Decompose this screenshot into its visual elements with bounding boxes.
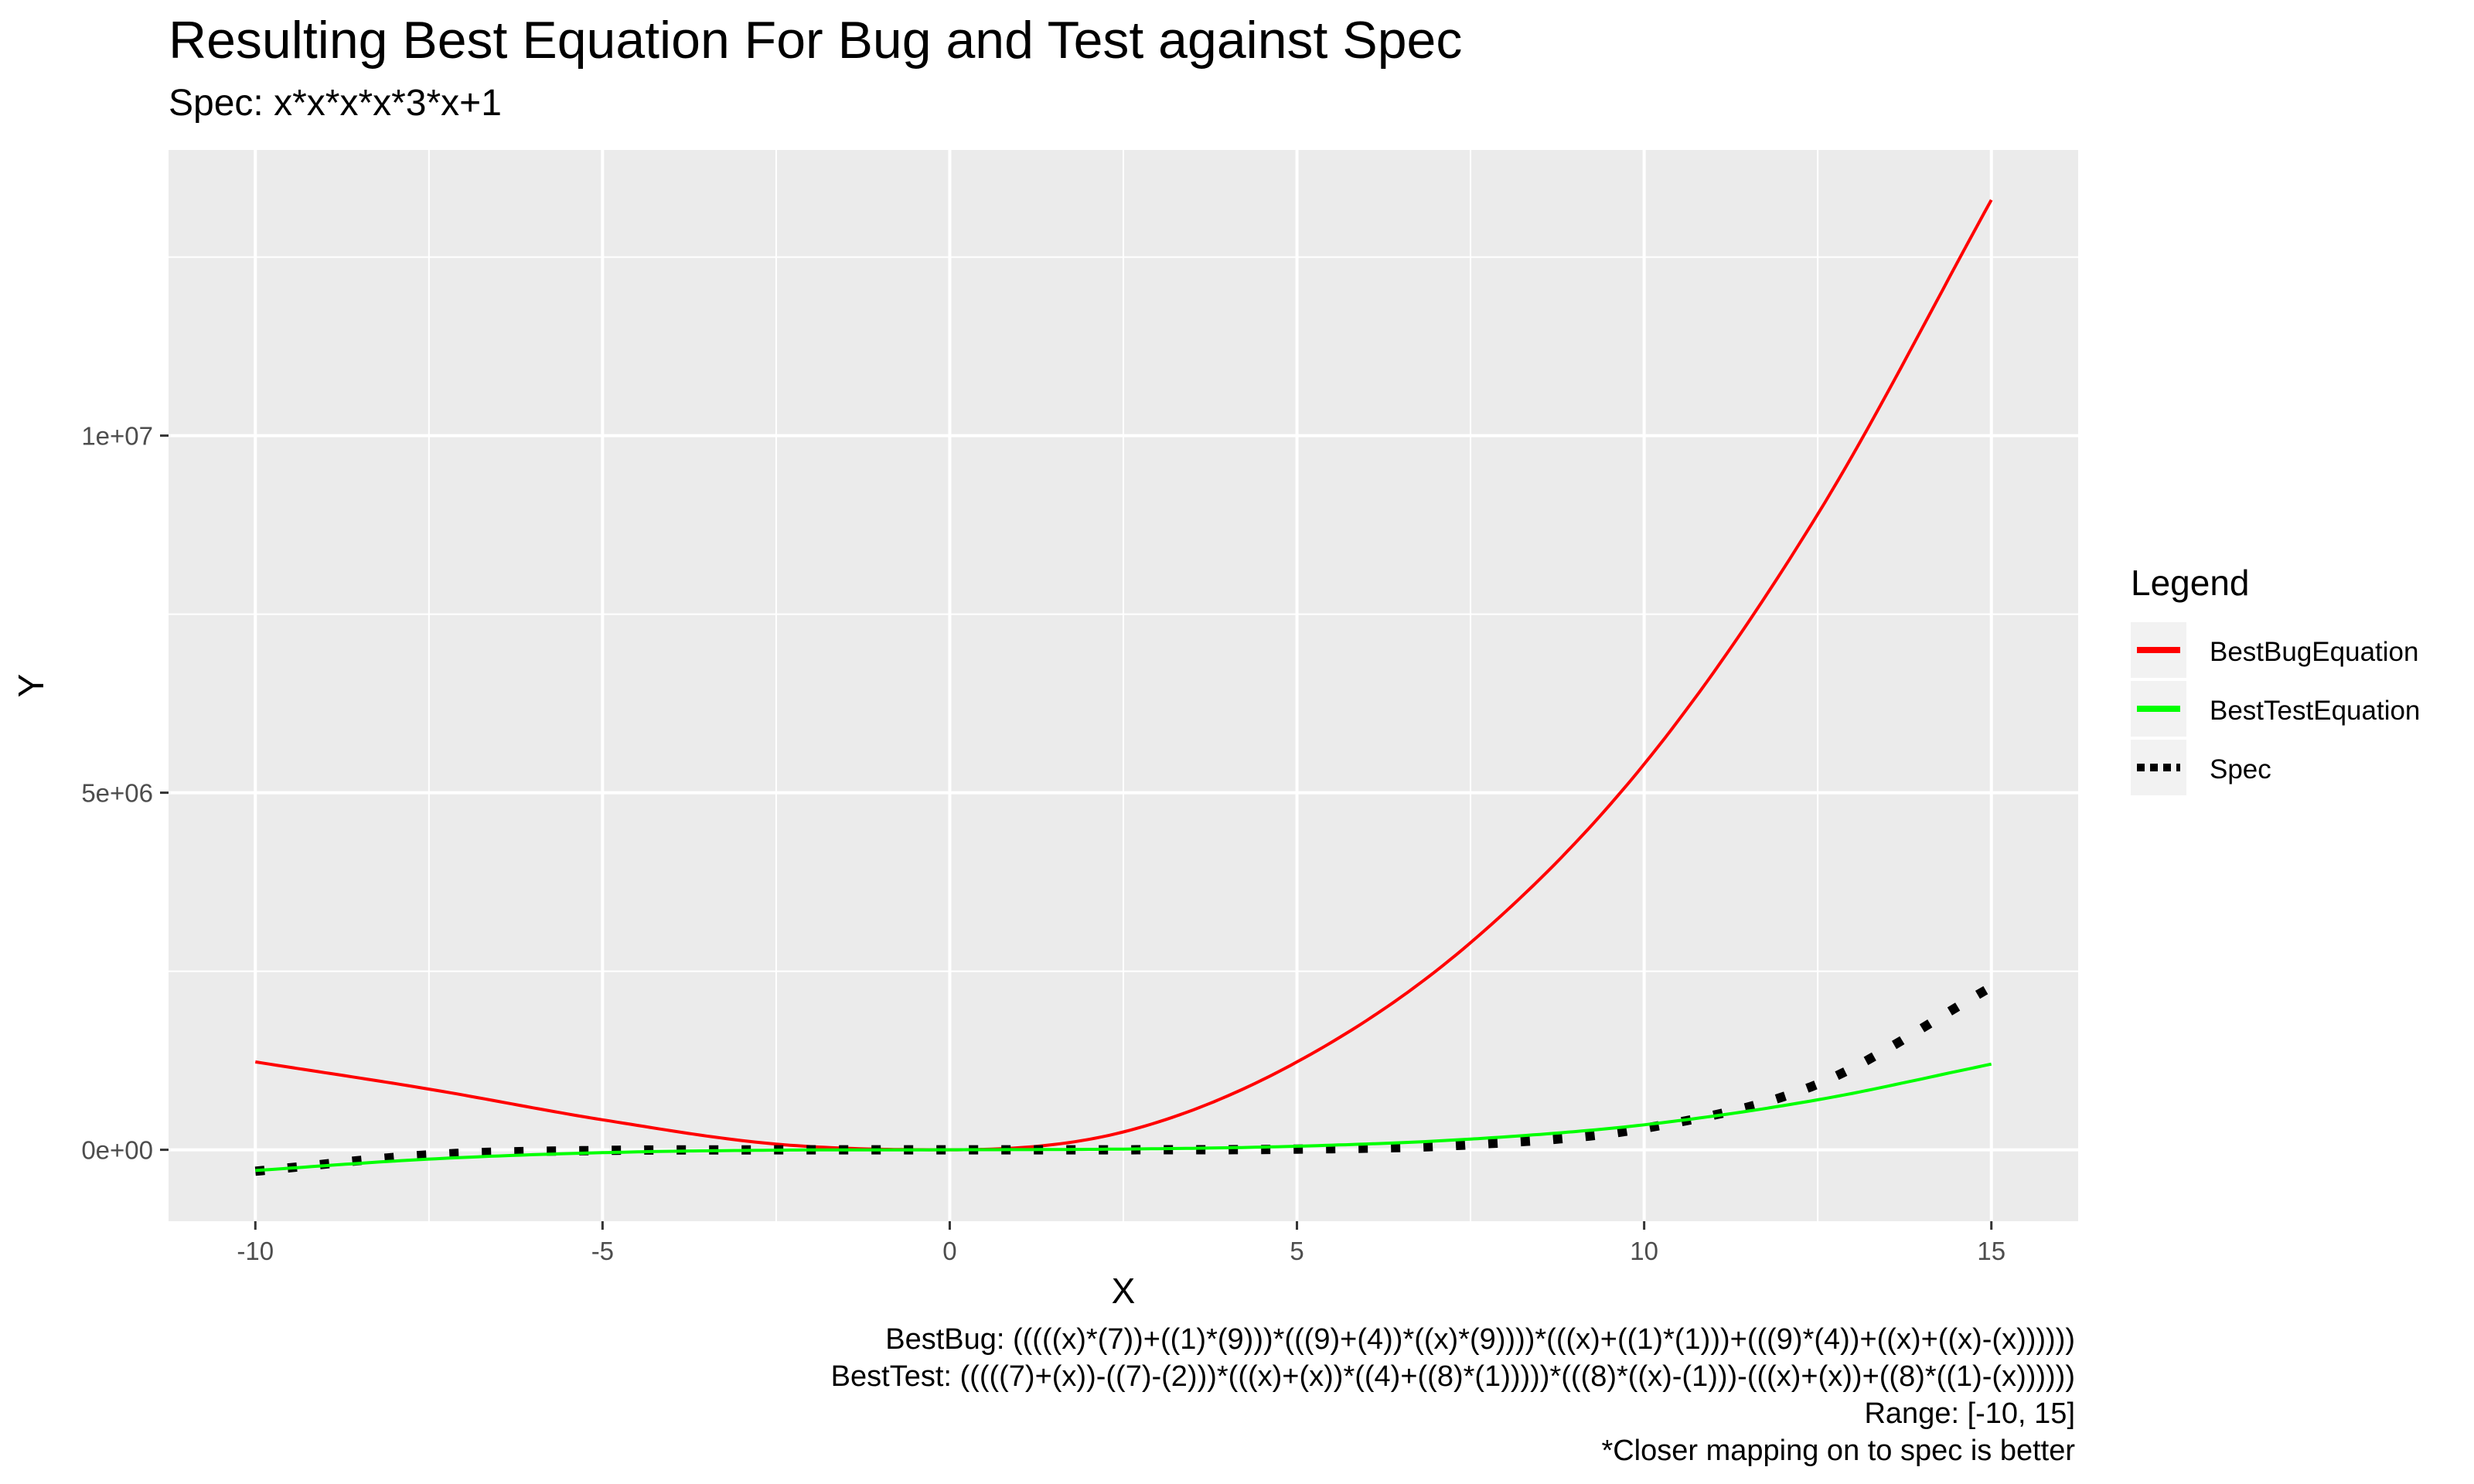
x-tick-label: 15 xyxy=(1977,1237,2005,1265)
series-line-besttestequation xyxy=(255,1062,1992,1173)
chart-subtitle: Spec: x*x*x*x*3*x+1 xyxy=(169,83,502,124)
x-tick-label: 0 xyxy=(942,1237,956,1265)
y-tick-label: 0e+00 xyxy=(81,1136,153,1165)
legend-keys xyxy=(2131,622,2186,795)
legend-title: Legend xyxy=(2131,563,2250,603)
series-layer xyxy=(254,199,1994,1176)
chart-title: Resulting Best Equation For Bug and Test… xyxy=(169,11,1463,70)
x-tick-label: -5 xyxy=(591,1237,614,1265)
series-line-bestbugequation xyxy=(254,199,1993,1152)
legend-label-bestbug: BestBugEquation xyxy=(2210,637,2419,667)
caption-note: *Closer mapping on to spec is better xyxy=(1601,1435,2075,1467)
y-tick-label: 1e+07 xyxy=(81,422,153,451)
axes: -10 -5 0 5 10 15 0e+00 5e+06 1e+07 xyxy=(81,422,2005,1265)
caption-range: Range: [-10, 15] xyxy=(1864,1397,2075,1430)
caption-besttest: BestTest: (((((7)+(x))-((7)-(2)))*(((x)+… xyxy=(830,1360,2075,1393)
x-tick-label: 10 xyxy=(1630,1237,1658,1265)
x-axis-label: X xyxy=(1112,1271,1136,1311)
y-tick-label: 5e+06 xyxy=(81,779,153,808)
legend-label-besttest: BestTestEquation xyxy=(2210,696,2421,726)
y-axis-label: Y xyxy=(11,674,51,698)
x-tick-label: 5 xyxy=(1290,1237,1303,1265)
caption-bestbug: BestBug: (((((x)*(7))+((1)*(9)))*(((9)+(… xyxy=(885,1323,2075,1356)
x-tick-label: -10 xyxy=(237,1237,274,1265)
legend-label-spec: Spec xyxy=(2210,754,2271,785)
